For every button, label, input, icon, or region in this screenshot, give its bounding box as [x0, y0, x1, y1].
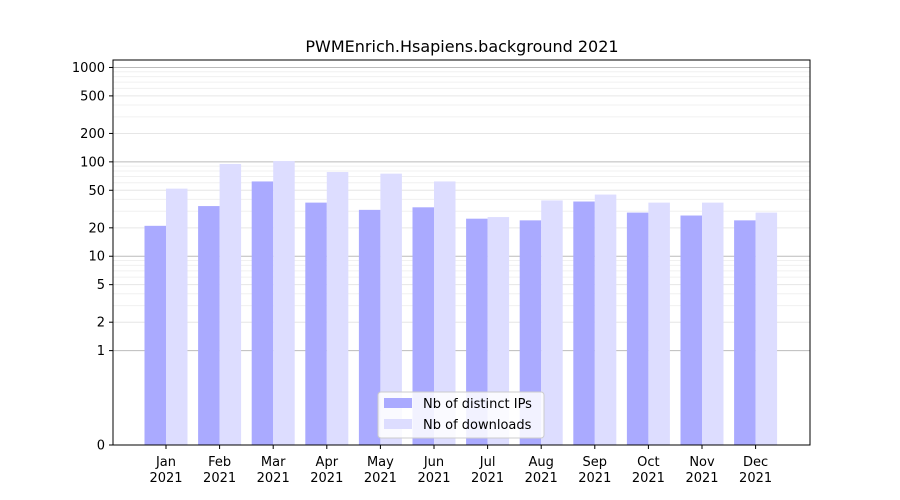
- y-tick-label: 100: [80, 155, 105, 170]
- x-tick-label-year: 2021: [149, 471, 182, 486]
- x-tick-label-year: 2021: [310, 471, 343, 486]
- x-tick-label-month: Apr: [316, 455, 339, 470]
- x-tick-label-month: Mar: [261, 455, 286, 470]
- chart-title: PWMEnrich.Hsapiens.background 2021: [305, 37, 618, 56]
- bar-downloads: [487, 217, 510, 445]
- bars: [144, 161, 778, 446]
- legend-box: [377, 391, 545, 439]
- y-tick-label: 0: [97, 439, 105, 454]
- bar-distinct-ips: [412, 207, 434, 445]
- y-tick-label: 1000: [72, 61, 105, 76]
- x-tick-label-month: Oct: [637, 455, 659, 470]
- bar-downloads: [326, 172, 349, 445]
- bar-distinct-ips: [519, 220, 542, 445]
- x-tick-label-year: 2021: [739, 471, 772, 486]
- bar-distinct-ips: [734, 220, 756, 445]
- bar-downloads: [755, 212, 778, 445]
- x-tick-label-year: 2021: [364, 471, 397, 486]
- legend-label: Nb of downloads: [423, 418, 532, 433]
- bar-downloads: [594, 194, 617, 445]
- plot-frame: [112, 59, 811, 446]
- x-tick-label-year: 2021: [578, 471, 611, 486]
- legend-swatch: [384, 398, 412, 408]
- x-tick-label-year: 2021: [417, 471, 450, 486]
- bar-distinct-ips: [305, 202, 327, 445]
- bar-distinct-ips: [198, 206, 220, 445]
- legend: Nb of distinct IPs Nb of downloads: [377, 391, 545, 439]
- x-tick-label-year: 2021: [525, 471, 558, 486]
- bar-downloads: [380, 173, 402, 446]
- bar-distinct-ips: [573, 201, 595, 445]
- y-tick-label: 20: [88, 221, 105, 236]
- x-tick-label-year: 2021: [471, 471, 504, 486]
- bar-downloads: [702, 202, 724, 445]
- bar-distinct-ips: [144, 225, 166, 445]
- y-tick-label: 200: [80, 127, 105, 142]
- bar-distinct-ips: [626, 212, 649, 445]
- x-tick-label-month: Dec: [743, 455, 768, 470]
- x-tick-label-year: 2021: [257, 471, 290, 486]
- bar-downloads: [434, 181, 456, 445]
- x-tick-label-month: Sep: [583, 455, 608, 470]
- bar-distinct-ips: [251, 181, 274, 445]
- x-tick-label-month: Jun: [423, 455, 444, 470]
- x-tick-label-month: Jul: [479, 455, 496, 470]
- bar-downloads: [166, 188, 188, 445]
- x-tick-label-year: 2021: [685, 471, 718, 486]
- bar-downloads: [648, 202, 670, 445]
- y-tick-label: 10: [88, 250, 105, 265]
- y-tick-label: 1: [97, 344, 105, 359]
- x-tick-label-year: 2021: [632, 471, 665, 486]
- bar-downloads: [219, 163, 242, 445]
- bar-downloads: [273, 161, 295, 445]
- bar-distinct-ips: [680, 215, 702, 445]
- y-tick-label: 2: [97, 316, 105, 331]
- y-tick-label: 500: [80, 89, 105, 104]
- x-tick-label-month: Aug: [529, 455, 554, 470]
- y-tick-label: 50: [88, 184, 105, 199]
- x-tick-label-month: Nov: [689, 455, 715, 470]
- x-tick-label-month: May: [367, 455, 394, 470]
- x-tick-label-month: Jan: [155, 455, 176, 470]
- bar-distinct-ips: [358, 209, 381, 445]
- bar-distinct-ips: [466, 218, 488, 445]
- bar-downloads: [541, 200, 563, 445]
- legend-swatch: [384, 419, 412, 429]
- legend-label: Nb of distinct IPs: [423, 397, 532, 412]
- y-axis: 0 1 2 5 10 20 50 100 200 500 1000: [72, 61, 113, 454]
- x-tick-label-year: 2021: [203, 471, 236, 486]
- x-axis: Jan2021Feb2021Mar2021Apr2021May2021Jun20…: [149, 445, 772, 486]
- y-tick-label: 5: [97, 278, 105, 293]
- x-tick-label-month: Feb: [208, 455, 231, 470]
